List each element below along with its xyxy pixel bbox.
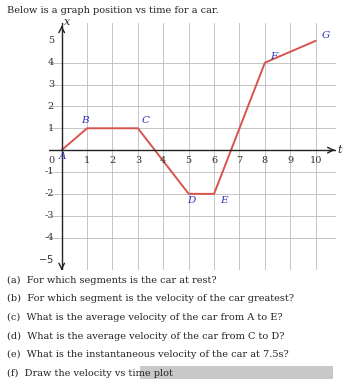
Text: 2: 2	[109, 156, 116, 165]
Text: x: x	[64, 17, 70, 26]
Text: 6: 6	[211, 156, 217, 165]
Text: (d)  What is the average velocity of the car from C to D?: (d) What is the average velocity of the …	[7, 331, 285, 340]
Text: 5: 5	[48, 36, 54, 46]
Text: C: C	[142, 116, 150, 126]
Text: 7: 7	[236, 156, 243, 165]
Text: 3: 3	[48, 80, 54, 89]
Text: (c)  What is the average velocity of the car from A to E?: (c) What is the average velocity of the …	[7, 313, 283, 322]
Text: (a)  For which segments is the car at rest?: (a) For which segments is the car at res…	[7, 275, 217, 284]
Text: -4: -4	[44, 233, 54, 242]
Text: 5: 5	[186, 156, 192, 165]
Text: F: F	[271, 52, 278, 61]
Text: -1: -1	[44, 168, 54, 177]
Text: 9: 9	[287, 156, 293, 165]
Text: $-5$: $-5$	[38, 253, 54, 265]
Text: 3: 3	[135, 156, 141, 165]
Text: Below is a graph position vs time for a car.: Below is a graph position vs time for a …	[7, 6, 219, 15]
Text: (f)  Draw the velocity vs time plot: (f) Draw the velocity vs time plot	[7, 369, 173, 378]
Text: D: D	[187, 196, 196, 205]
Text: 4: 4	[160, 156, 166, 165]
Text: B: B	[81, 116, 88, 126]
Text: 1: 1	[48, 124, 54, 133]
Text: 4: 4	[48, 58, 54, 67]
Text: A: A	[59, 152, 66, 161]
Text: t: t	[337, 145, 342, 155]
Text: G: G	[321, 31, 329, 40]
Text: 8: 8	[262, 156, 268, 165]
Text: -2: -2	[44, 189, 54, 198]
Text: (b)  For which segment is the velocity of the car greatest?: (b) For which segment is the velocity of…	[7, 294, 294, 303]
Text: 2: 2	[48, 102, 54, 111]
Text: 1: 1	[84, 156, 90, 165]
Text: 10: 10	[309, 156, 322, 165]
Text: (e)  What is the instantaneous velocity of the car at 7.5s?: (e) What is the instantaneous velocity o…	[7, 350, 289, 359]
Text: 0: 0	[48, 156, 54, 165]
Text: E: E	[220, 196, 228, 205]
Text: -3: -3	[44, 211, 54, 220]
